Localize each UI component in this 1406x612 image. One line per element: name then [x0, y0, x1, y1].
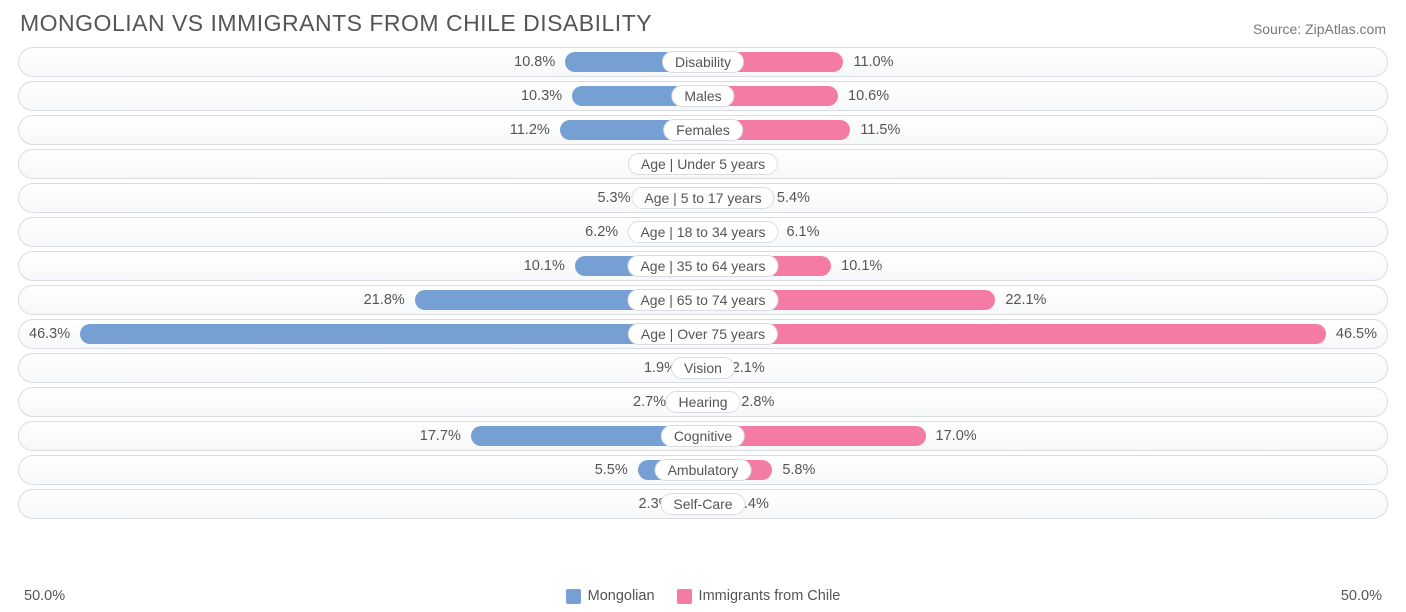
chart-title: MONGOLIAN VS IMMIGRANTS FROM CHILE DISAB…: [20, 10, 652, 37]
legend-item-left: Mongolian: [566, 588, 655, 604]
chart-row: 10.3% 10.6% Males: [18, 81, 1388, 111]
axis-left-max: 50.0%: [24, 588, 65, 604]
value-left: 5.5%: [585, 462, 638, 478]
row-label: Self-Care: [660, 493, 745, 515]
value-left: 10.3%: [511, 88, 572, 104]
header: MONGOLIAN VS IMMIGRANTS FROM CHILE DISAB…: [18, 10, 1388, 47]
value-right: 11.5%: [850, 122, 910, 138]
chart-row: 2.3%2.4%Self-Care: [18, 489, 1388, 519]
row-label: Males: [671, 85, 734, 107]
value-right: 10.1%: [831, 258, 892, 274]
chart-row: 1.1%1.3%Age | Under 5 years: [18, 149, 1388, 179]
value-left: 46.3%: [19, 326, 80, 342]
row-label: Ambulatory: [655, 459, 752, 481]
source-attribution: Source: ZipAtlas.com: [1253, 21, 1386, 37]
legend-swatch-left: [566, 589, 581, 604]
legend-swatch-right: [677, 589, 692, 604]
chart-row: 17.7% 17.0% Cognitive: [18, 421, 1388, 451]
row-label: Females: [663, 119, 743, 141]
value-left: 11.2%: [500, 122, 560, 138]
row-label: Vision: [671, 357, 735, 379]
row-label: Age | Over 75 years: [628, 323, 778, 345]
value-left: 17.7%: [410, 428, 471, 444]
bar-right: [693, 324, 1326, 344]
row-label: Age | Under 5 years: [628, 153, 778, 175]
row-label: Age | 5 to 17 years: [631, 187, 774, 209]
row-label: Cognitive: [661, 425, 745, 447]
chart-row: 5.3%5.4%Age | 5 to 17 years: [18, 183, 1388, 213]
legend-label-left: Mongolian: [588, 588, 655, 604]
row-label: Age | 65 to 74 years: [627, 289, 778, 311]
row-label: Age | 18 to 34 years: [627, 221, 778, 243]
chart-row: 21.8% 22.1% Age | 65 to 74 years: [18, 285, 1388, 315]
value-right: 22.1%: [995, 292, 1056, 308]
value-right: 5.4%: [767, 190, 820, 206]
source-label: Source:: [1253, 21, 1301, 37]
value-right: 11.0%: [843, 54, 903, 70]
chart-row: 1.9%2.1%Vision: [18, 353, 1388, 383]
row-label: Age | 35 to 64 years: [627, 255, 778, 277]
value-right: 5.8%: [772, 462, 825, 478]
chart-row: 11.2% 11.5% Females: [18, 115, 1388, 145]
axis-right-max: 50.0%: [1341, 588, 1382, 604]
value-left: 10.8%: [504, 54, 565, 70]
value-left: 21.8%: [354, 292, 415, 308]
chart-row: 46.3% 46.5% Age | Over 75 years: [18, 319, 1388, 349]
value-right: 46.5%: [1326, 326, 1387, 342]
chart-row: 5.5% 5.8% Ambulatory: [18, 455, 1388, 485]
legend: Mongolian Immigrants from Chile: [566, 588, 841, 604]
value-right: 10.6%: [838, 88, 899, 104]
value-right: 6.1%: [776, 224, 829, 240]
chart-row: 10.8% 11.0% Disability: [18, 47, 1388, 77]
value-left: 10.1%: [514, 258, 575, 274]
butterfly-chart: 10.8% 11.0% Disability 10.3% 10.6% Males 11.2%…: [18, 47, 1388, 582]
row-label: Disability: [662, 51, 744, 73]
chart-footer: 50.0% Mongolian Immigrants from Chile 50…: [18, 582, 1388, 604]
value-left: 6.2%: [575, 224, 628, 240]
legend-item-right: Immigrants from Chile: [677, 588, 841, 604]
chart-row: 10.1% 10.1% Age | 35 to 64 years: [18, 251, 1388, 281]
value-right: 17.0%: [926, 428, 987, 444]
source-link[interactable]: ZipAtlas.com: [1305, 21, 1386, 37]
chart-row: 2.7%2.8%Hearing: [18, 387, 1388, 417]
bar-left: [80, 324, 713, 344]
chart-row: 6.2% 6.1%Age | 18 to 34 years: [18, 217, 1388, 247]
row-label: Hearing: [665, 391, 740, 413]
legend-label-right: Immigrants from Chile: [699, 588, 841, 604]
